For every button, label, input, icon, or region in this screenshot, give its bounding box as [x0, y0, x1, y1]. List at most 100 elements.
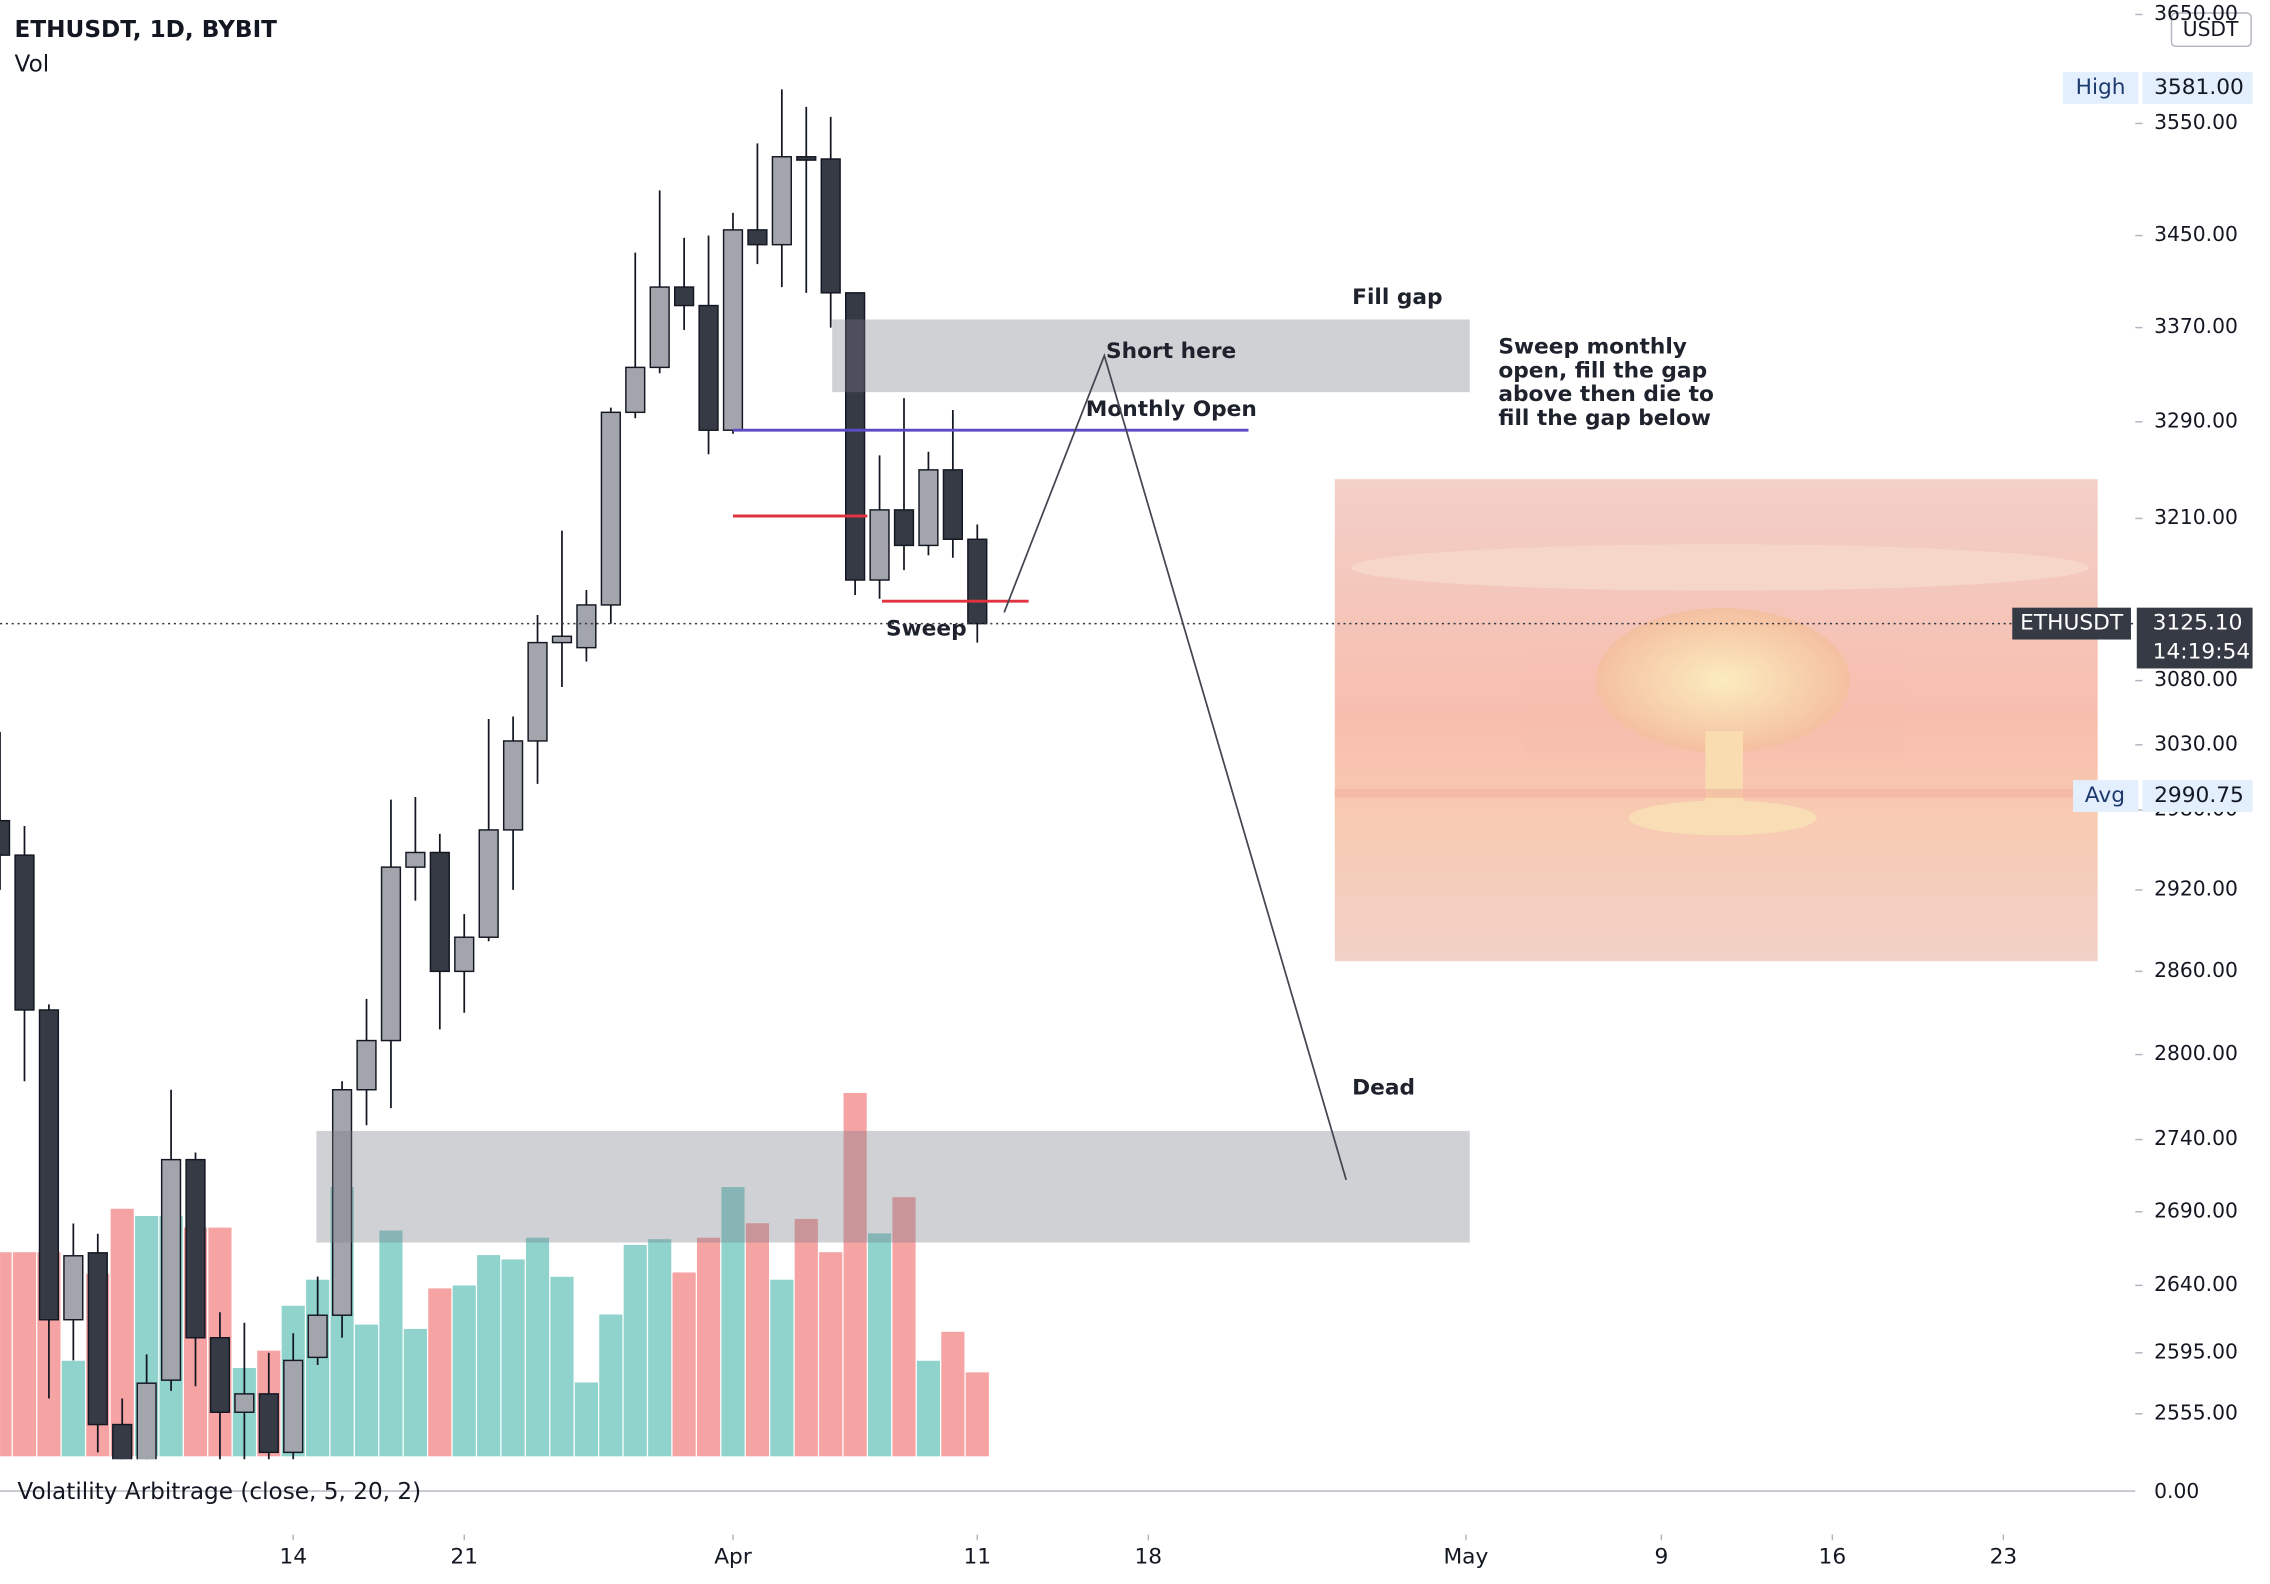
- volume-bar: [892, 1197, 916, 1457]
- volume-bar: [452, 1285, 476, 1457]
- volume-bar: [574, 1382, 598, 1457]
- annotation: Dead: [1352, 1076, 1415, 1101]
- volume-bar: [354, 1324, 379, 1457]
- y-tick-label: 2920.00: [2154, 876, 2238, 900]
- x-tick-label: 18: [1134, 1545, 1162, 1570]
- candle-body: [747, 229, 768, 246]
- x-tick-label: 23: [1990, 1545, 2018, 1570]
- candle-body: [209, 1337, 231, 1413]
- volume-bar: [428, 1288, 452, 1457]
- avg-name: Avg: [2085, 783, 2125, 808]
- x-tick-label: 16: [1819, 1545, 1847, 1570]
- y-tick-label: 2860.00: [2154, 958, 2238, 982]
- candle-body: [673, 286, 695, 307]
- avg-name-box: [2073, 780, 2139, 812]
- volume-bar: [867, 1233, 892, 1457]
- candle-body: [502, 740, 524, 831]
- candle-body: [527, 641, 548, 742]
- volume-bar: [770, 1279, 794, 1457]
- candle-body: [234, 1393, 255, 1413]
- symbol-title: ETHUSDT, 1D, BYBIT: [15, 17, 278, 43]
- y-tick-label: 3550.00: [2154, 110, 2238, 134]
- last-name: ETHUSDT: [2020, 611, 2124, 636]
- candle-body: [405, 851, 426, 868]
- avg-value: 2990.75: [2154, 783, 2244, 808]
- candle-body: [63, 1255, 84, 1321]
- y-tick-label: 3650.00: [2154, 1, 2238, 25]
- y-tick-label: 2640.00: [2154, 1272, 2238, 1296]
- candle-body: [331, 1089, 353, 1316]
- volume-bar: [745, 1223, 769, 1457]
- currency-button[interactable]: [2170, 12, 2252, 48]
- candle-body: [796, 156, 817, 161]
- volume-bar: [110, 1208, 134, 1457]
- volume-bar: [525, 1237, 550, 1457]
- last-value: 3125.10: [2153, 611, 2243, 636]
- high-name: High: [2076, 75, 2126, 100]
- volume-bar: [599, 1314, 623, 1457]
- avg-value-box: [2142, 780, 2253, 812]
- candle-body: [771, 156, 792, 246]
- indicator-zero-label: 0.00: [2154, 1479, 2199, 1503]
- candle-body: [893, 509, 915, 547]
- x-tick-label: May: [1443, 1545, 1488, 1570]
- candle-body: [258, 1393, 279, 1454]
- x-tick-label: Apr: [714, 1545, 752, 1570]
- last-value-box: [2136, 607, 2253, 669]
- candle-body: [283, 1359, 304, 1454]
- candle-body: [160, 1158, 182, 1381]
- annotation: Short here: [1106, 339, 1236, 364]
- volume-bar: [696, 1237, 721, 1457]
- volume-bar: [61, 1360, 85, 1457]
- candle-body: [845, 292, 866, 581]
- plot-area: [0, 89, 989, 1460]
- candle-body: [356, 1039, 377, 1091]
- y-tick-label: 2800.00: [2154, 1041, 2238, 1065]
- candle-body: [478, 829, 499, 938]
- candle-body: [698, 304, 719, 431]
- volume-bar: [477, 1255, 501, 1457]
- volume-bar: [0, 1252, 12, 1457]
- candle-body: [869, 509, 890, 581]
- x-tick-label: 21: [450, 1545, 478, 1570]
- volume-bar: [12, 1252, 37, 1457]
- volume-bar: [965, 1372, 989, 1457]
- volume-bar: [721, 1187, 745, 1457]
- countdown: 14:19:54: [2153, 640, 2250, 665]
- candle-body: [918, 469, 939, 547]
- candle-body: [625, 366, 646, 414]
- candle-body: [967, 538, 988, 625]
- annotation: Sweep: [886, 617, 967, 642]
- candle-body: [649, 286, 670, 369]
- note-line: Sweep monthly: [1498, 334, 1687, 359]
- projection-path: [1003, 352, 1348, 1181]
- high-value: 3581.00: [2154, 75, 2244, 100]
- candle-body: [429, 851, 450, 973]
- level-label: Monthly Open: [1086, 397, 1257, 422]
- candle-body: [380, 866, 402, 1042]
- candle-body: [576, 604, 597, 649]
- candle-body: [600, 411, 621, 606]
- indicator-label: Volatility Arbitrage (close, 5, 20, 2): [17, 1479, 421, 1505]
- currency-button-label[interactable]: USDT: [2183, 17, 2239, 41]
- candle-body: [136, 1382, 157, 1460]
- volume-bar: [794, 1218, 818, 1457]
- candle-body: [0, 819, 11, 856]
- x-tick-label: 14: [279, 1545, 307, 1570]
- candle-body: [307, 1314, 328, 1359]
- candle-body: [942, 469, 963, 540]
- volume-bar: [843, 1092, 867, 1457]
- volume-bar: [819, 1252, 843, 1457]
- candle-body: [38, 1009, 60, 1321]
- candle-body: [185, 1158, 206, 1339]
- y-tick-label: 3080.00: [2154, 667, 2238, 691]
- x-tick-label: 11: [963, 1545, 991, 1570]
- volume-bar: [403, 1328, 427, 1457]
- volume-bar: [941, 1331, 965, 1457]
- y-tick-label: 3450.00: [2154, 222, 2238, 246]
- volume-bar: [550, 1276, 574, 1457]
- volume-title: Vol: [15, 52, 50, 78]
- high-value-box: [2142, 71, 2253, 104]
